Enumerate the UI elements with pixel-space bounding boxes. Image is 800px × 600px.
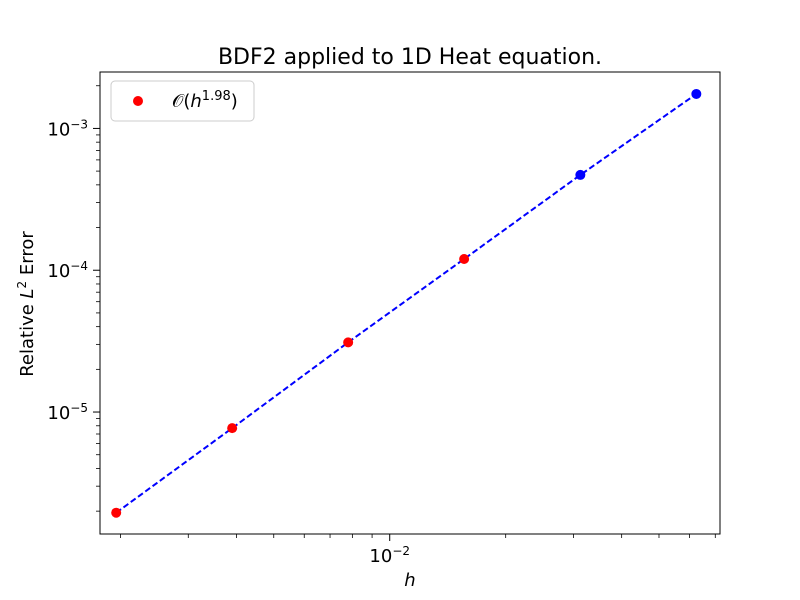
y-axis-label-pre: Relative — [17, 298, 38, 376]
tick-layer: 10−2 10−5 10−4 10−3 — [47, 85, 716, 567]
data-point-0-0 — [111, 507, 122, 518]
chart-title: BDF2 applied to 1D Heat equation. — [218, 45, 602, 70]
legend-marker-red — [133, 96, 143, 106]
legend-label-post: ) — [231, 91, 238, 112]
series-line-2 — [115, 93, 697, 514]
data-point-0-1 — [227, 423, 238, 434]
data-point-0-2 — [343, 337, 354, 348]
axes-frame — [99, 71, 721, 535]
y-tick-label: 10−3 — [47, 117, 88, 140]
legend-label: 𝒪(h1.98) — [172, 89, 238, 113]
plot-area — [111, 88, 702, 518]
y-axis-label-post: Error — [17, 231, 38, 281]
legend: 𝒪(h1.98) — [110, 80, 255, 122]
y-tick-label: 10−4 — [47, 259, 88, 282]
data-point-1-1 — [691, 88, 702, 99]
legend-label-var: h — [190, 91, 201, 112]
x-tick-label: 10−2 — [369, 544, 410, 567]
legend-label-sup: 1.98 — [202, 89, 231, 104]
y-tick-label: 10−5 — [47, 401, 88, 424]
y-axis-label: Relative L2 Error — [15, 231, 38, 377]
data-point-1-0 — [575, 169, 586, 180]
x-axis-label: h — [404, 570, 415, 591]
data-point-0-3 — [459, 254, 470, 264]
legend-box — [110, 80, 255, 122]
legend-label-pre: 𝒪( — [172, 91, 190, 112]
y-axis-label-var: L — [17, 288, 38, 298]
y-axis-label-sup: 2 — [15, 281, 29, 289]
x-axis-label-var: h — [404, 570, 415, 591]
